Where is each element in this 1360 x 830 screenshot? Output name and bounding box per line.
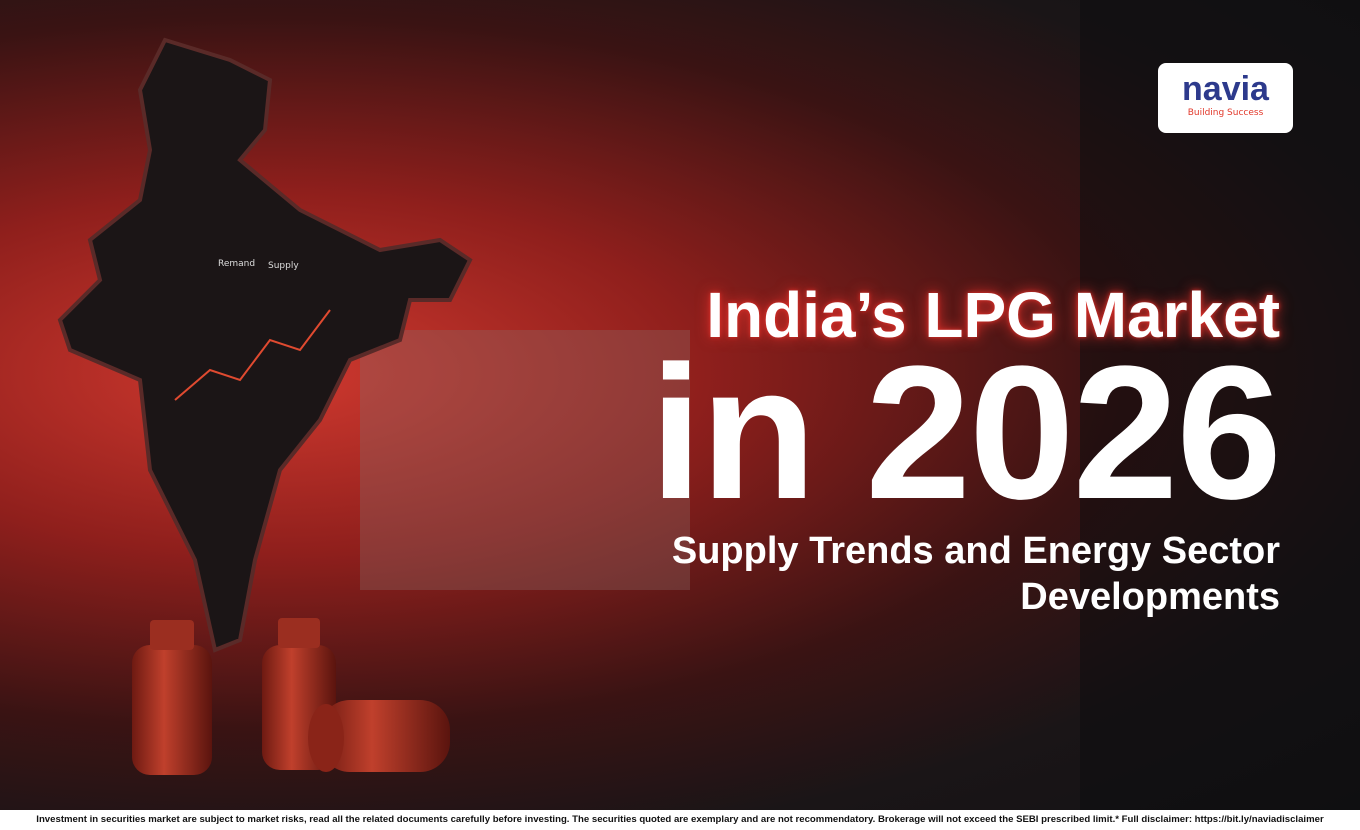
lpg-cylinders	[132, 618, 450, 775]
map-label: Remand	[218, 259, 255, 269]
map-label: Supply	[268, 261, 299, 271]
logo-name: navia	[1182, 70, 1269, 108]
headline-large: in 2026	[649, 327, 1282, 539]
logo[interactable]: navia Building Success	[1158, 63, 1293, 133]
background-art: Remand Supply	[57, 0, 1360, 810]
map-chart-line	[174, 309, 331, 401]
headline: India’s LPG Market	[706, 279, 1280, 351]
disclaimer: Investment in securities market are subj…	[0, 810, 1360, 830]
logo-tagline: Building Success	[1187, 108, 1264, 118]
refinery	[1080, 0, 1360, 810]
factory	[360, 330, 690, 590]
subtitle: Supply Trends and Energy Sector	[671, 530, 1280, 572]
subtitle: Developments	[1020, 576, 1280, 618]
